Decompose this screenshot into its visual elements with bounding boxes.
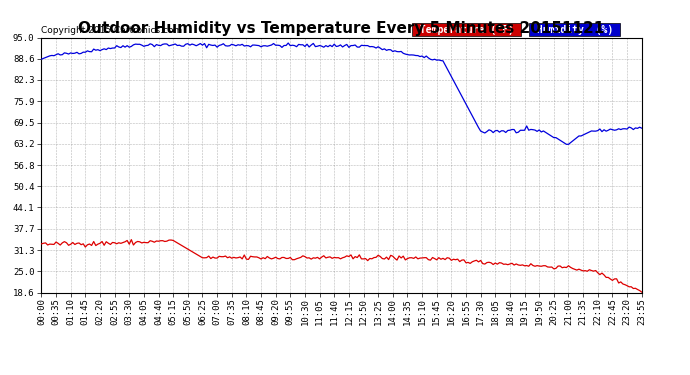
Text: Humidity  (%): Humidity (%) [531, 25, 619, 35]
Title: Outdoor Humidity vs Temperature Every 5 Minutes 20151121: Outdoor Humidity vs Temperature Every 5 … [79, 21, 604, 36]
Text: Copyright 2015 Cartronics.com: Copyright 2015 Cartronics.com [41, 26, 183, 35]
Text: Temperature (°F): Temperature (°F) [413, 25, 520, 35]
